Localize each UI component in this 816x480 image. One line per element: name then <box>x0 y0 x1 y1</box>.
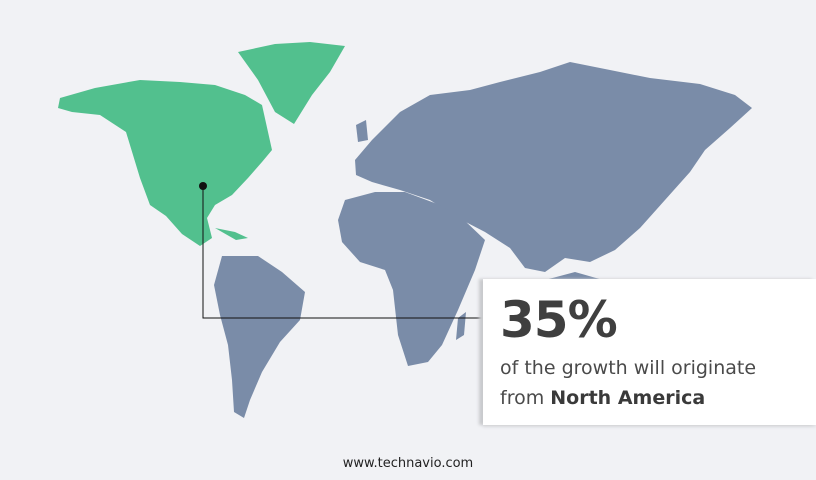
callout-prefix: from <box>500 387 545 409</box>
callout-card: 35% of the growth will originate from No… <box>483 279 816 425</box>
connector-line <box>202 186 485 319</box>
region-europe-asia <box>355 62 752 272</box>
callout-line-2: from North America <box>500 387 705 409</box>
region-south-america <box>214 256 305 418</box>
location-marker <box>199 182 207 190</box>
growth-percent: 35% <box>500 291 618 349</box>
region-japan <box>640 165 662 195</box>
footer-website: www.technavio.com <box>342 456 474 471</box>
region-uk <box>356 120 368 142</box>
north-america-region <box>58 42 345 246</box>
region-caribbean <box>215 228 248 240</box>
callout-region: North America <box>550 387 706 409</box>
callout-line-1: of the growth will originate <box>500 357 757 379</box>
region-madagascar <box>456 312 466 340</box>
region-north-america <box>58 80 272 246</box>
region-africa <box>338 192 485 366</box>
region-greenland <box>238 42 345 124</box>
